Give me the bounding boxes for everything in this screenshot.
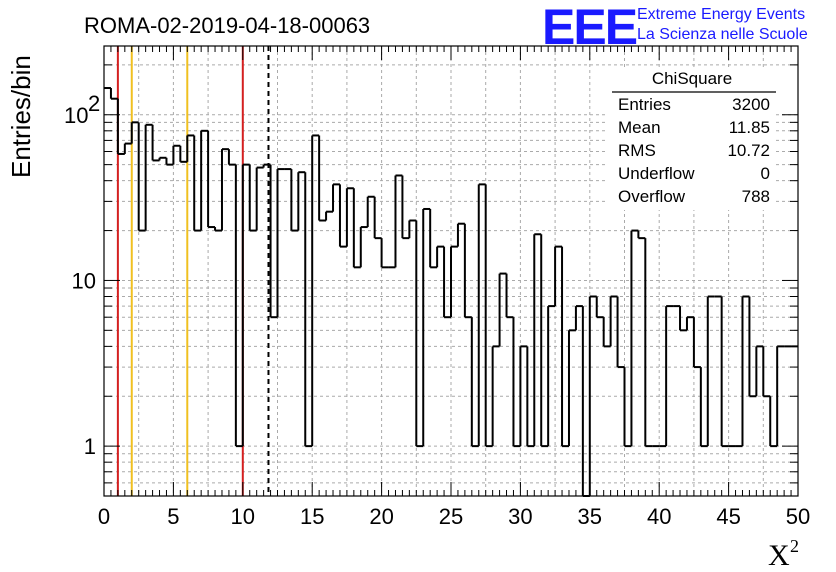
histogram-steps bbox=[104, 87, 798, 497]
y-tick-label: 10 bbox=[64, 103, 88, 128]
stats-label: RMS bbox=[618, 141, 656, 160]
y-tick-label: 1 bbox=[84, 434, 96, 459]
stats-value: 10.72 bbox=[727, 141, 770, 160]
stats-rows: Entries 3200 Mean 11.85 RMS 10.72 Underflow 0 Ov… bbox=[618, 95, 770, 206]
x-tick-label: 20 bbox=[369, 504, 393, 529]
y-tick-label: 10 bbox=[72, 268, 96, 293]
stats-box: ChiSquare Entries 3200 Mean 11.85 RMS 10.72 Un… bbox=[608, 68, 776, 210]
logo-line2: La Scienza nelle Scuole bbox=[637, 26, 808, 43]
x-axis-label: X 2 bbox=[768, 536, 799, 572]
stats-label: Underflow bbox=[618, 164, 695, 183]
stats-title: ChiSquare bbox=[652, 69, 732, 88]
x-tick-label: 5 bbox=[167, 504, 179, 529]
eee-logo: EEE Extreme Energy Events La Scienza nel… bbox=[542, 0, 808, 55]
chart-title: ROMA-02-2019-04-18-00063 bbox=[84, 13, 370, 38]
x-tick-label: 45 bbox=[716, 504, 740, 529]
x-axis-label-base: X bbox=[768, 539, 790, 572]
y-tick-label-exp: 2 bbox=[88, 91, 100, 116]
x-tick-label: 25 bbox=[439, 504, 463, 529]
stats-value: 788 bbox=[742, 187, 770, 206]
stats-value: 11.85 bbox=[729, 118, 770, 137]
y-axis-label: Entries/bin bbox=[6, 55, 36, 178]
logo-line1: Extreme Energy Events bbox=[637, 6, 805, 23]
x-axis-label-sup: 2 bbox=[790, 536, 799, 556]
x-tick-label: 0 bbox=[98, 504, 110, 529]
x-tick-label: 35 bbox=[578, 504, 602, 529]
x-tick-label: 50 bbox=[786, 504, 810, 529]
stats-label: Entries bbox=[618, 95, 671, 114]
x-tick-label: 30 bbox=[508, 504, 532, 529]
stats-label: Overflow bbox=[618, 187, 686, 206]
x-tick-label: 40 bbox=[647, 504, 671, 529]
x-tick-label: 15 bbox=[300, 504, 324, 529]
stats-value: 3200 bbox=[732, 95, 770, 114]
logo-eee: EEE bbox=[542, 0, 637, 55]
stats-value: 0 bbox=[761, 164, 770, 183]
x-tick-label: 10 bbox=[231, 504, 255, 529]
stats-label: Mean bbox=[618, 118, 661, 137]
